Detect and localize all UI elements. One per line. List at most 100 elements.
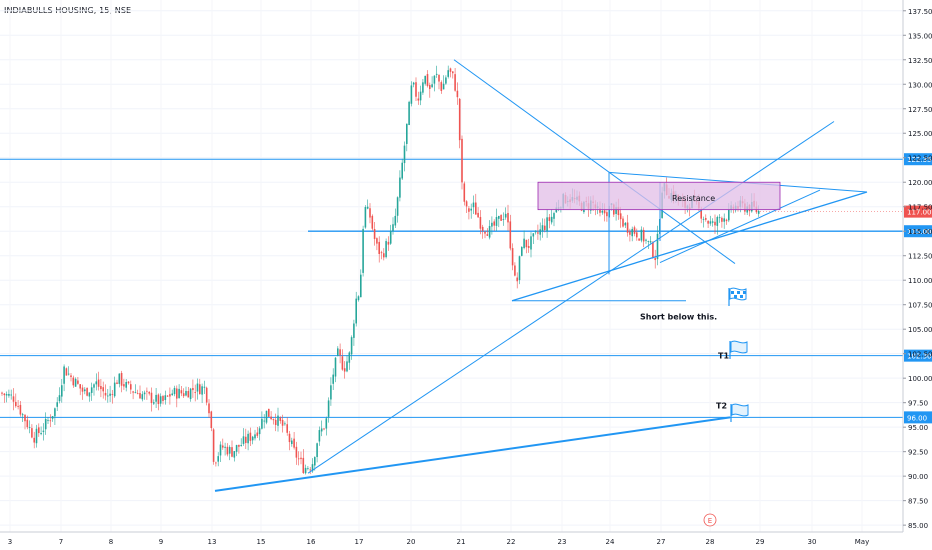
rising-trend-line bbox=[307, 121, 835, 474]
candle-body bbox=[123, 384, 125, 387]
x-tick-label: 27 bbox=[657, 538, 666, 546]
candle-body bbox=[341, 356, 344, 370]
candle-body bbox=[256, 432, 259, 436]
y-tick-label: 122.50 bbox=[908, 155, 932, 163]
candle-body bbox=[17, 405, 19, 407]
x-tick-label: 8 bbox=[109, 538, 113, 546]
candle-body bbox=[176, 388, 178, 399]
candle-body bbox=[88, 392, 91, 397]
candle-body bbox=[185, 390, 187, 396]
y-tick-label: 97.50 bbox=[908, 400, 928, 408]
candle-body bbox=[295, 446, 298, 458]
candle-body bbox=[10, 394, 12, 396]
y-tick-label: 87.50 bbox=[908, 498, 928, 506]
candle-body bbox=[415, 82, 417, 97]
candle-body bbox=[270, 416, 272, 420]
y-tick-label: 92.50 bbox=[908, 449, 928, 457]
candle-body bbox=[624, 222, 627, 226]
candle-body bbox=[65, 368, 68, 376]
flag-check bbox=[734, 295, 737, 298]
x-tick-label: 22 bbox=[507, 538, 516, 546]
candle-body bbox=[389, 230, 392, 244]
candle-body bbox=[369, 208, 371, 218]
candle-body bbox=[728, 210, 730, 221]
candle-body bbox=[84, 389, 86, 392]
candle-body bbox=[279, 417, 282, 421]
y-tick-label: 85.00 bbox=[908, 522, 928, 530]
candle-body bbox=[396, 197, 399, 216]
flag-cloth bbox=[731, 403, 749, 417]
candle-body bbox=[419, 91, 422, 101]
candle-body bbox=[314, 457, 316, 466]
candle-body bbox=[159, 396, 162, 404]
candle-body bbox=[458, 98, 461, 141]
flag-cloth bbox=[730, 340, 748, 354]
candle-body bbox=[120, 372, 123, 386]
x-tick-label: 9 bbox=[159, 538, 163, 546]
candle-body bbox=[178, 388, 180, 399]
candle-body bbox=[15, 401, 17, 407]
candle-body bbox=[164, 395, 167, 401]
candle-body bbox=[231, 447, 233, 457]
candle-body bbox=[700, 210, 702, 219]
candle-body bbox=[240, 445, 242, 446]
candle-body bbox=[431, 84, 433, 88]
candle-body bbox=[534, 231, 537, 233]
candle-body bbox=[410, 85, 413, 104]
candle-body bbox=[12, 396, 15, 402]
y-tick-label: 130.00 bbox=[908, 81, 932, 89]
candle-body bbox=[277, 415, 279, 426]
candle-body bbox=[440, 82, 443, 91]
candle-body bbox=[527, 246, 530, 248]
candle-body bbox=[203, 386, 206, 388]
candle-body bbox=[371, 215, 374, 229]
y-tick-label: 110.00 bbox=[908, 277, 932, 285]
lower-triangle-line bbox=[511, 191, 868, 302]
candle-body bbox=[58, 395, 61, 402]
candle-body bbox=[504, 213, 507, 218]
level-price-tag bbox=[904, 349, 932, 362]
short-note: Short below this. bbox=[640, 312, 717, 321]
candle-body bbox=[111, 394, 114, 395]
candle-body bbox=[461, 138, 463, 183]
candle-body bbox=[757, 211, 760, 214]
candle-body bbox=[228, 446, 231, 454]
candle-body bbox=[19, 404, 22, 415]
candle-body bbox=[373, 229, 376, 239]
flag-check bbox=[740, 295, 743, 298]
earnings-icon: E bbox=[703, 513, 717, 527]
candle-body bbox=[316, 443, 318, 458]
candle-body bbox=[150, 392, 153, 404]
candle-body bbox=[86, 387, 88, 396]
candle-body bbox=[541, 225, 544, 231]
candle-body bbox=[182, 393, 185, 397]
candle-body bbox=[309, 469, 311, 471]
level-price-tag bbox=[904, 153, 932, 166]
candle-body bbox=[79, 384, 81, 389]
candle-body bbox=[212, 429, 215, 462]
flag-check bbox=[743, 291, 746, 294]
x-tick-label: 29 bbox=[756, 538, 765, 546]
candle-body bbox=[337, 348, 339, 356]
candle-body bbox=[171, 393, 173, 396]
candle-body bbox=[307, 468, 309, 469]
candle-body bbox=[233, 451, 236, 458]
candle-body bbox=[383, 253, 385, 258]
candle-body bbox=[189, 388, 192, 400]
candle-body bbox=[113, 382, 116, 397]
candle-body bbox=[1, 392, 3, 394]
candle-body bbox=[143, 392, 146, 395]
candle-body bbox=[210, 411, 213, 429]
candle-body bbox=[258, 428, 261, 435]
x-tick-label: 24 bbox=[606, 538, 615, 546]
candle-body bbox=[33, 437, 35, 443]
x-axis: 3 7 8 9 13 15 16 17 20 21 22 23 24 27 28 29 30 May bbox=[0, 531, 903, 546]
candle-body bbox=[5, 394, 8, 396]
candle-body bbox=[723, 218, 725, 222]
annotations: Resistance Short below this. T1 T2 E bbox=[640, 194, 749, 527]
candle-body bbox=[42, 430, 45, 432]
candle-body bbox=[486, 234, 489, 236]
candle-body bbox=[97, 379, 100, 387]
candle-body bbox=[599, 208, 601, 213]
